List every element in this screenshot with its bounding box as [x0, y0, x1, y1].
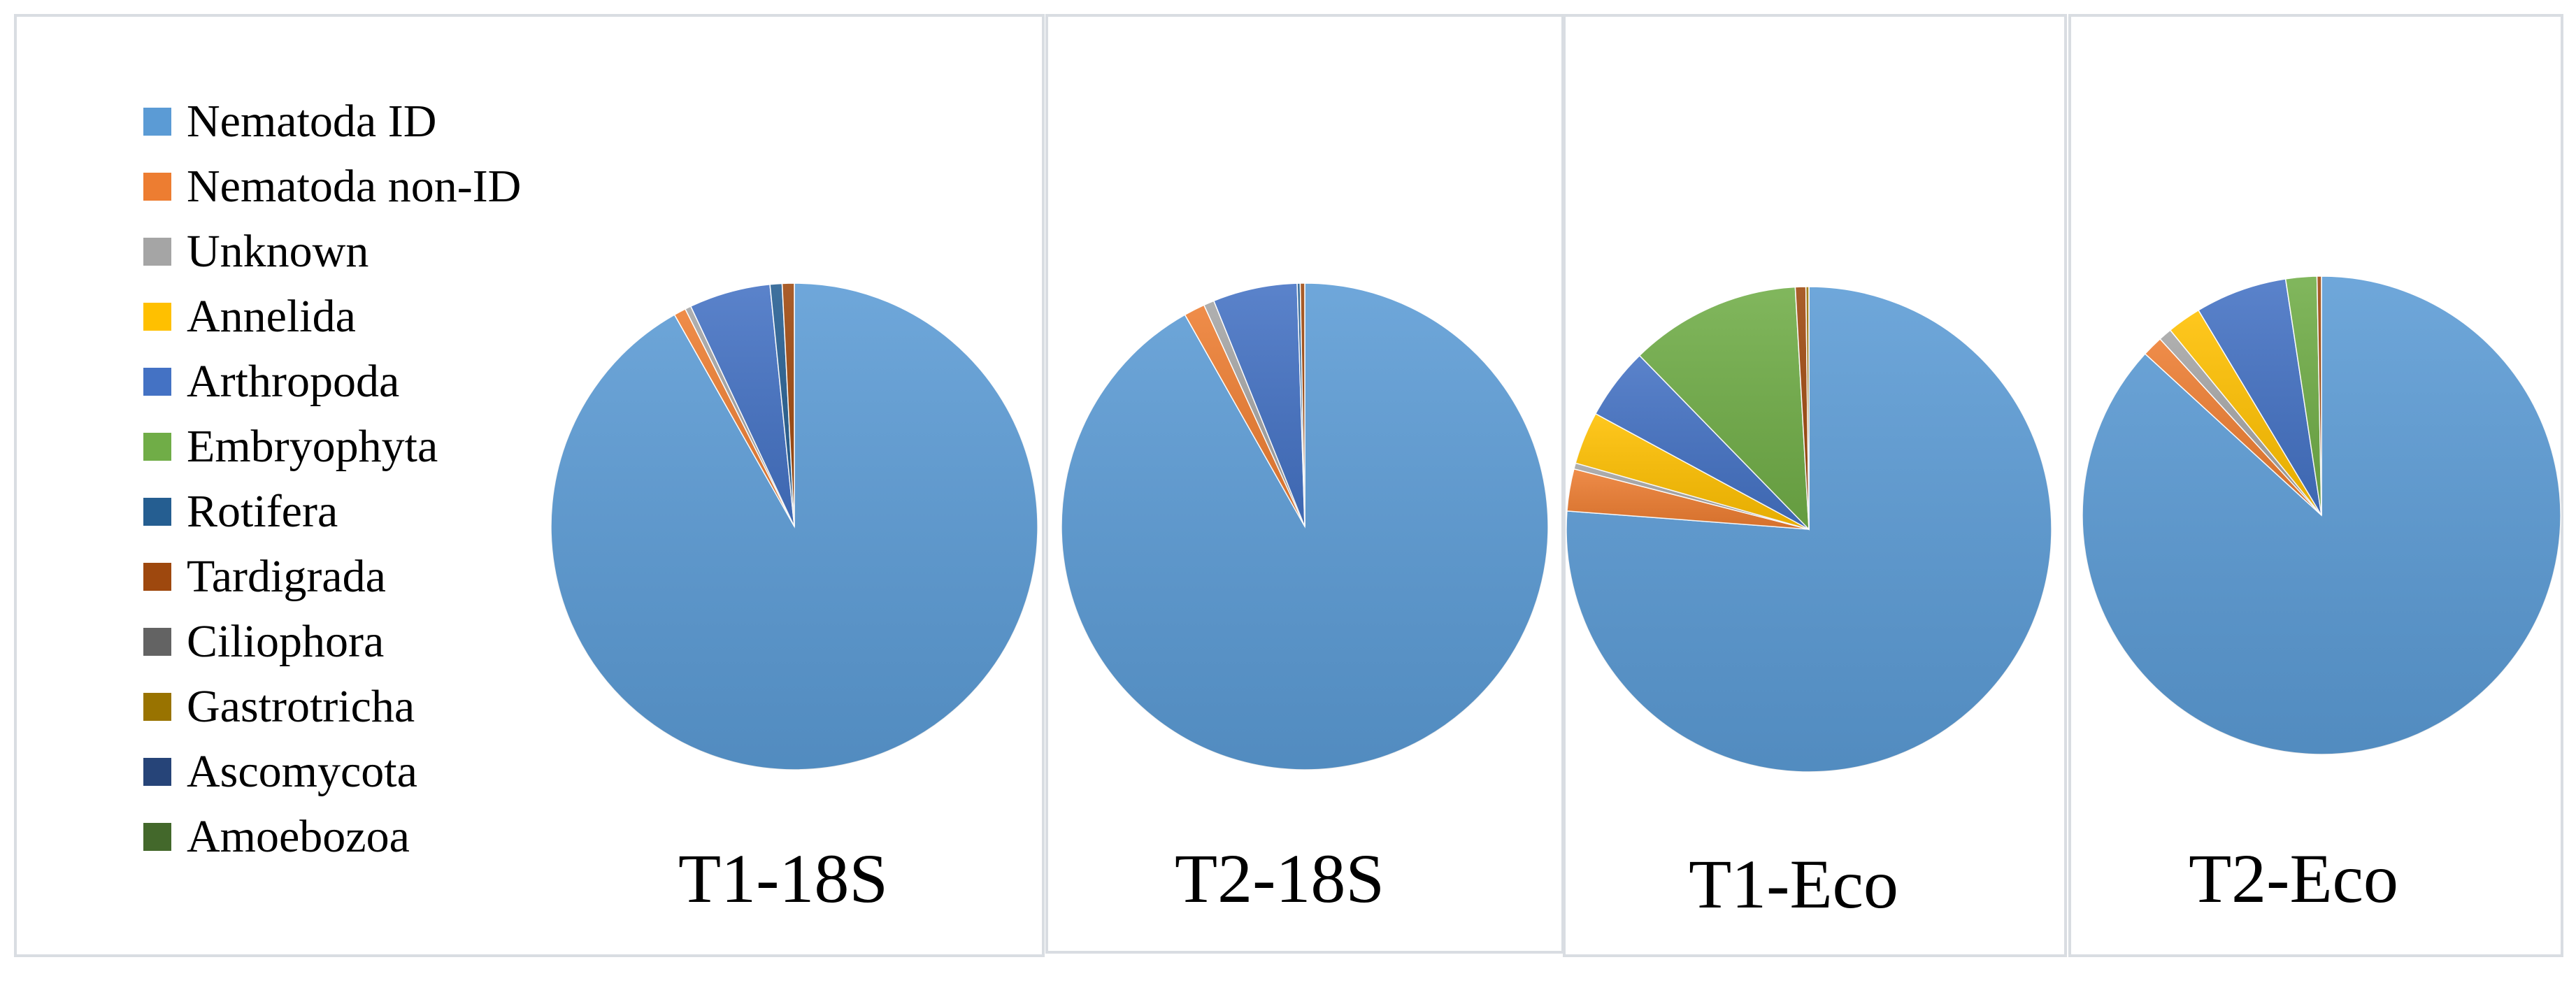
legend-label: Nematoda non-ID [187, 160, 522, 212]
panel-frame-3 [1563, 14, 2067, 957]
legend-item: Nematoda ID [143, 89, 521, 154]
pie-slice-shade [1795, 287, 1809, 529]
legend-item: Gastrotricha [143, 674, 521, 739]
legend-label: Nematoda ID [187, 95, 437, 147]
legend-label: Unknown [187, 225, 369, 277]
pie-slice-shade [1213, 283, 1305, 526]
legend-swatch [143, 692, 171, 721]
legend-swatch [143, 432, 171, 461]
legend-swatch [143, 302, 171, 331]
pie-chart-3 [1566, 286, 2052, 773]
pie-slice-shade [674, 308, 794, 526]
chart-title-2: T2-18S [1175, 840, 1384, 917]
pie-slice-shade [1639, 287, 1809, 529]
legend-label: Ciliophora [187, 615, 385, 667]
legend: Nematoda ID Nematoda non-ID Unknown Anne… [143, 89, 521, 869]
pie-chart-4 [2082, 275, 2561, 755]
pie-slice-shade [1185, 305, 1305, 526]
pie-slice-shade [782, 283, 794, 526]
pie-slice-shade [1300, 282, 1305, 526]
legend-item: Tardigrada [143, 544, 521, 609]
legend-swatch [143, 822, 171, 851]
legend-swatch [143, 237, 171, 266]
pie-slice-shade [685, 306, 794, 526]
pie-slice-shade [2160, 330, 2321, 515]
chart-title-1: T1-18S [678, 840, 888, 917]
pie-chart-2 [1061, 282, 1549, 770]
pie-slice-shade [2198, 278, 2321, 515]
legend-item: Rotifera [143, 479, 521, 544]
chart-title-4: T2-Eco [2189, 840, 2398, 917]
legend-label: Ascomycota [187, 745, 417, 797]
legend-swatch [143, 562, 171, 591]
pie-slice-shade [2285, 276, 2321, 515]
legend-label: Arthropoda [187, 355, 400, 407]
legend-label: Gastrotricha [187, 680, 415, 732]
pie-slice-shade [2317, 275, 2321, 515]
legend-swatch [143, 172, 171, 201]
pie-slice-shade [770, 283, 794, 526]
pie-slice-shade [690, 284, 794, 526]
legend-label: Rotifera [187, 485, 338, 537]
pie-slice-shade [1805, 287, 1809, 529]
panel-frame-1 [14, 14, 1045, 957]
legend-item: Embryophyta [143, 414, 521, 479]
legend-swatch [143, 627, 171, 656]
pie-chart-1 [550, 282, 1038, 770]
legend-item: Arthropoda [143, 349, 521, 414]
pie-slice-shade [1203, 301, 1305, 526]
pie-slice-shade [1595, 355, 1809, 529]
chart-title-3: T1-Eco [1689, 845, 1898, 923]
legend-label: Annelida [187, 290, 356, 342]
legend-item: Unknown [143, 219, 521, 284]
legend-swatch [143, 497, 171, 526]
pie-slice-shade [2170, 310, 2321, 515]
legend-label: Embryophyta [187, 420, 438, 472]
legend-item: Amoebozoa [143, 804, 521, 869]
legend-swatch [143, 757, 171, 786]
legend-item: Nematoda non-ID [143, 154, 521, 219]
legend-item: Ascomycota [143, 739, 521, 804]
legend-swatch [143, 107, 171, 136]
legend-item: Ciliophora [143, 609, 521, 674]
legend-swatch [143, 367, 171, 396]
pie-slice-shade [2145, 338, 2321, 515]
pie-slice-shade [1575, 413, 1809, 529]
legend-label: Tardigrada [187, 550, 386, 602]
legend-item: Annelida [143, 284, 521, 349]
legend-label: Amoebozoa [187, 810, 410, 862]
panel-frame-4 [2068, 14, 2563, 957]
pie-slice-shade [1297, 283, 1305, 526]
